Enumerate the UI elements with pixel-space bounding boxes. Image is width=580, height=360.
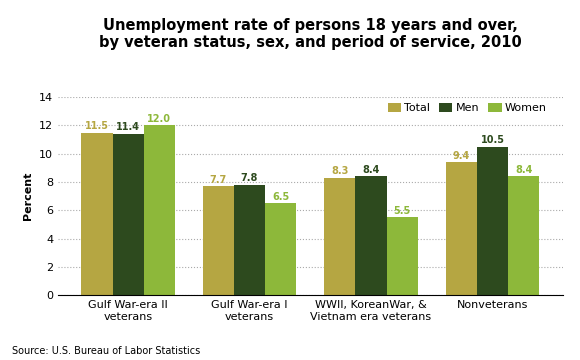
Bar [387,217,418,295]
Text: 10.5: 10.5 [480,135,505,145]
Text: Unemployment rate of persons 18 years and over,
by veteran status, sex, and peri: Unemployment rate of persons 18 years an… [99,18,521,50]
Bar [234,185,265,295]
Bar [446,162,477,295]
Text: Source: U.S. Bureau of Labor Statistics: Source: U.S. Bureau of Labor Statistics [12,346,200,356]
Text: 7.7: 7.7 [210,175,227,185]
Bar [113,134,144,295]
Bar [144,126,175,295]
Bar [477,147,508,295]
Text: 11.4: 11.4 [116,122,140,132]
Text: 11.5: 11.5 [85,121,109,131]
Bar [265,203,296,295]
Text: 12.0: 12.0 [147,114,171,124]
Legend: Total, Men, Women: Total, Men, Women [387,103,547,113]
Text: 8.4: 8.4 [362,165,380,175]
Bar [324,178,356,295]
Text: 9.4: 9.4 [453,150,470,161]
Bar [508,176,539,295]
Y-axis label: Percent: Percent [23,172,34,220]
Bar [203,186,234,295]
Text: 8.3: 8.3 [331,166,349,176]
Text: 8.4: 8.4 [515,165,532,175]
Text: 6.5: 6.5 [272,192,289,202]
Bar [81,132,113,295]
Text: 7.8: 7.8 [241,173,258,183]
Text: 5.5: 5.5 [394,206,411,216]
Bar [356,176,387,295]
